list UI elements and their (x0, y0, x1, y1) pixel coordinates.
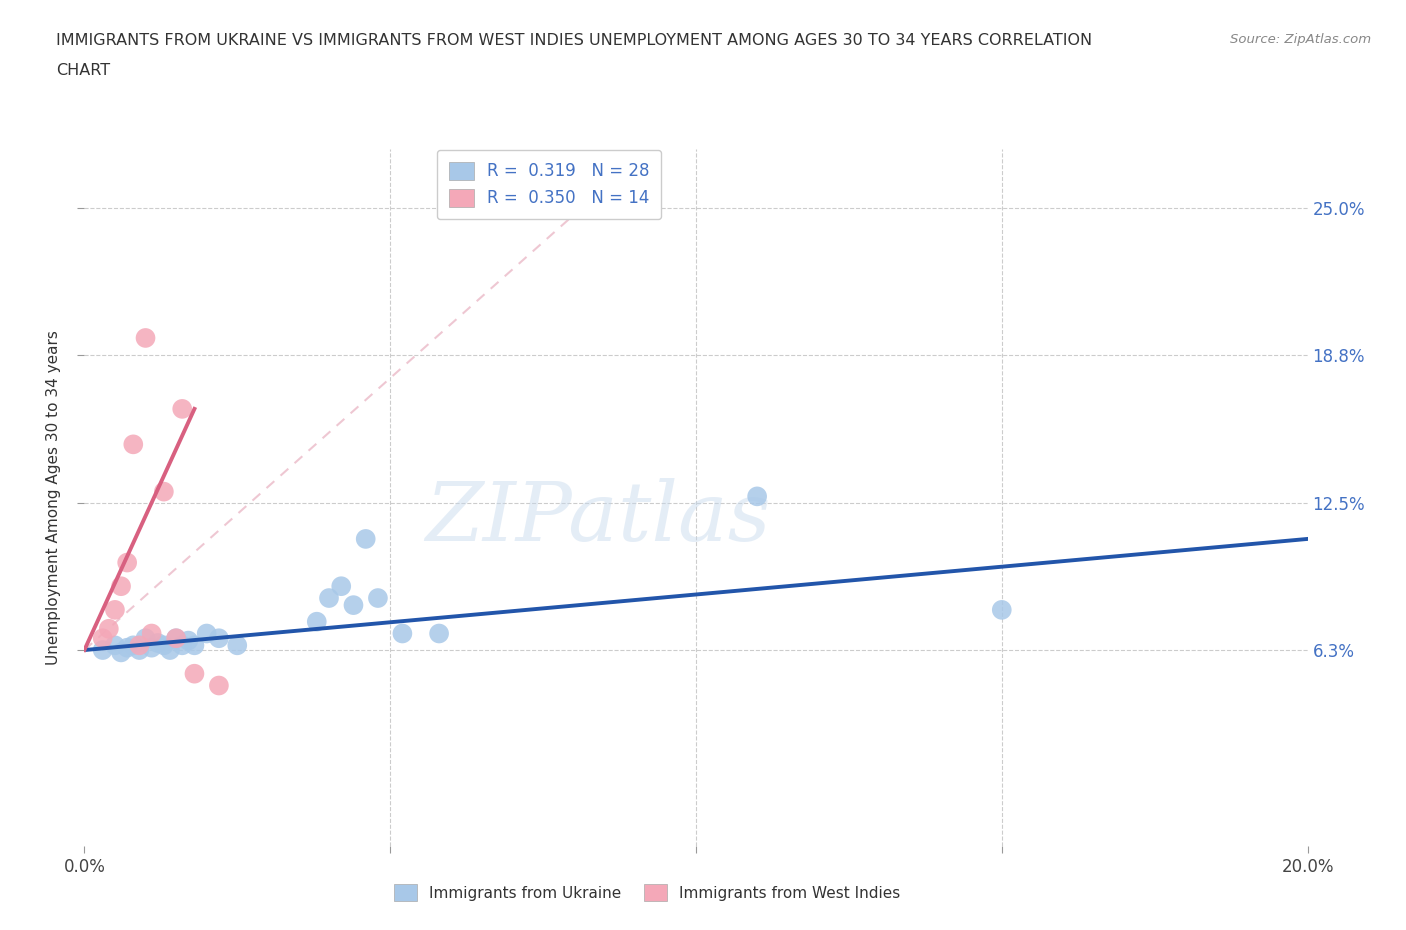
Text: IMMIGRANTS FROM UKRAINE VS IMMIGRANTS FROM WEST INDIES UNEMPLOYMENT AMONG AGES 3: IMMIGRANTS FROM UKRAINE VS IMMIGRANTS FR… (56, 33, 1092, 47)
Point (110, 645, 132, 660)
Point (91, 631, 114, 645)
Point (110, 578, 132, 593)
Point (183, 666, 205, 681)
Point (391, 626, 413, 641)
Legend: Immigrants from Ukraine, Immigrants from West Indies: Immigrants from Ukraine, Immigrants from… (387, 876, 908, 909)
Point (153, 638, 176, 653)
Point (208, 631, 231, 645)
Point (427, 626, 450, 641)
Point (122, 638, 145, 653)
Point (172, 638, 194, 653)
Point (146, 635, 169, 650)
Point (165, 631, 187, 645)
Point (177, 633, 200, 648)
Point (115, 555, 138, 570)
Point (367, 591, 389, 605)
Point (141, 640, 163, 655)
Point (128, 643, 150, 658)
Point (122, 437, 145, 452)
Point (172, 402, 194, 417)
Point (135, 631, 157, 645)
Point (330, 578, 353, 593)
Text: Source: ZipAtlas.com: Source: ZipAtlas.com (1230, 33, 1371, 46)
Point (104, 638, 127, 653)
Point (128, 638, 150, 653)
Point (747, 489, 769, 504)
Text: ZIPatlas: ZIPatlas (426, 478, 770, 559)
Point (183, 638, 205, 653)
Point (354, 531, 377, 546)
Point (342, 598, 364, 613)
Point (305, 614, 328, 629)
Point (153, 485, 176, 499)
Point (141, 626, 163, 641)
Point (115, 640, 138, 655)
Point (226, 638, 249, 653)
Point (208, 678, 231, 693)
Point (97, 621, 120, 636)
Point (165, 631, 187, 645)
Point (159, 643, 181, 658)
Point (195, 626, 218, 641)
Text: CHART: CHART (56, 63, 110, 78)
Point (135, 330, 157, 345)
Point (104, 603, 127, 618)
Y-axis label: Unemployment Among Ages 30 to 34 years: Unemployment Among Ages 30 to 34 years (46, 330, 62, 665)
Point (991, 603, 1014, 618)
Point (91, 643, 114, 658)
Point (318, 591, 340, 605)
